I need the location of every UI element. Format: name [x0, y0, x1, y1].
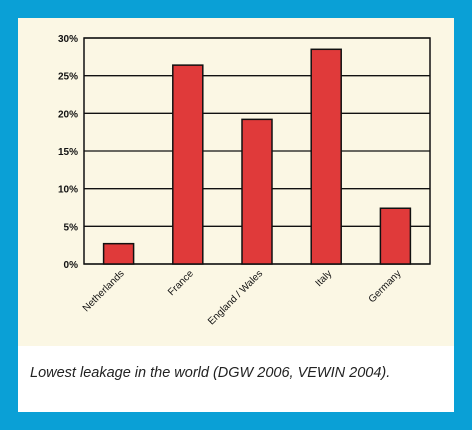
- bar-france: [172, 64, 204, 265]
- y-tick-label: 20%: [58, 109, 78, 120]
- bar-netherlands: [102, 242, 135, 265]
- x-tick-label: France: [166, 268, 196, 298]
- y-tick-label: 10%: [58, 185, 78, 196]
- bar-england-wales: [241, 118, 273, 265]
- y-tick-label: 5%: [64, 222, 79, 233]
- y-tick-label: 25%: [58, 72, 78, 83]
- y-tick-label: 15%: [58, 147, 78, 158]
- bar-italy: [310, 48, 342, 265]
- y-tick-label: 0%: [64, 260, 79, 271]
- bar-germany: [379, 207, 412, 265]
- chart-area: 0% 5% 10% 15% 20% 25% 30% Netherlands France Engl…: [18, 18, 454, 346]
- figure-caption: Lowest leakage in the world (DGW 2006, V…: [30, 365, 391, 381]
- y-tick-label: 30%: [58, 34, 78, 45]
- x-tick-label: Italy: [314, 268, 335, 289]
- x-tick-label: England / Wales: [206, 268, 265, 327]
- bar-chart: 0% 5% 10% 15% 20% 25% 30% Netherlands France Engl…: [58, 34, 431, 327]
- x-tick-label: Germany: [367, 268, 404, 305]
- figure-card: 0% 5% 10% 15% 20% 25% 30% Netherlands France Engl…: [18, 18, 454, 412]
- x-tick-label: Netherlands: [81, 268, 127, 314]
